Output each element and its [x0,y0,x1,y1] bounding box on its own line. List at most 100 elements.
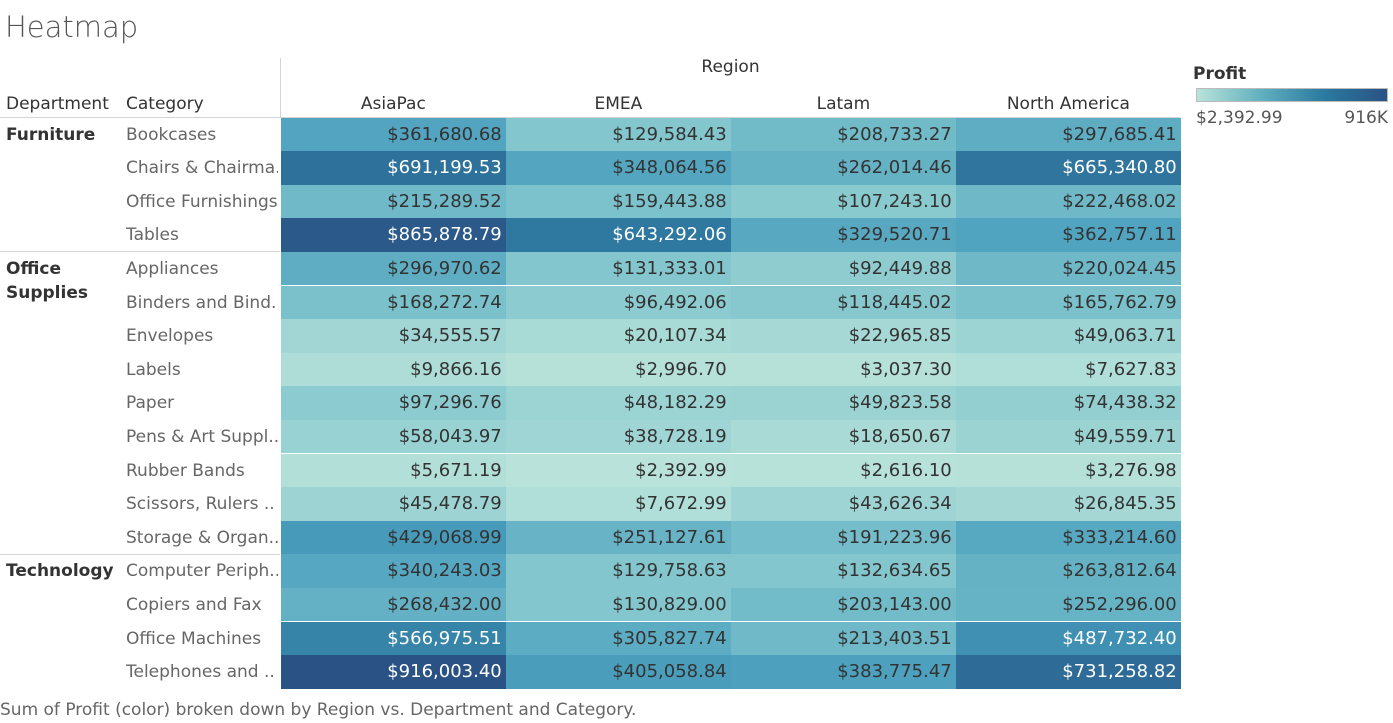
region-header: Region [701,57,760,77]
heatmap-cell[interactable]: $429,068.99 [281,520,506,555]
heatmap-cell[interactable]: $566,975.51 [281,621,506,656]
department-label: Furniture [6,124,96,145]
heatmap-cell[interactable]: $263,812.64 [956,554,1181,588]
heatmap-cell[interactable]: $2,996.70 [506,352,731,387]
heatmap-cell[interactable]: $18,650.67 [731,419,956,454]
category-label: Envelopes [126,326,214,347]
heatmap-cell[interactable]: $333,214.60 [956,520,1181,555]
heatmap-cell[interactable]: $9,866.16 [281,352,506,387]
heatmap-cell[interactable]: $34,555.57 [281,319,506,353]
category-header: Category [126,94,204,114]
category-label: Scissors, Rulers .. [126,494,275,515]
heatmap-cell[interactable]: $262,014.46 [731,151,956,185]
heatmap-cell[interactable]: $340,243.03 [281,554,506,588]
heatmap-cell[interactable]: $268,432.00 [281,587,506,622]
chart-caption: Sum of Profit (color) broken down by Reg… [0,700,637,720]
page-title: Heatmap [5,10,139,44]
category-label: Paper [126,393,175,414]
heatmap-cell[interactable]: $305,827.74 [506,621,731,656]
heatmap-cell[interactable]: $329,520.71 [731,218,956,252]
heatmap-cell[interactable]: $865,878.79 [281,218,506,252]
header-divider [280,58,281,118]
heatmap-cell[interactable]: $107,243.10 [731,184,956,219]
heatmap-cell[interactable]: $132,634.65 [731,554,956,588]
heatmap-cell[interactable]: $191,223.96 [731,520,956,555]
category-label: Labels [126,359,181,380]
heatmap-cell[interactable]: $43,626.34 [731,487,956,521]
heatmap-cell[interactable]: $213,403.51 [731,621,956,656]
heatmap-cell[interactable]: $3,037.30 [731,352,956,387]
heatmap-cell[interactable]: $251,127.61 [506,520,731,555]
category-label: Bookcases [126,124,217,145]
heatmap-cell[interactable]: $383,775.47 [731,655,956,689]
column-header-emea: EMEA [594,94,643,114]
heatmap-cell[interactable]: $118,445.02 [731,285,956,320]
heatmap-cell[interactable]: $49,823.58 [731,386,956,420]
heatmap-cell[interactable]: $26,845.35 [956,487,1181,521]
heatmap-cell[interactable]: $2,392.99 [506,453,731,488]
heatmap-cell[interactable]: $208,733.27 [731,117,956,152]
heatmap-cell[interactable]: $297,685.41 [956,117,1181,152]
legend-max-label: 916K [1344,108,1388,128]
category-label: Copiers and Fax [126,594,262,615]
heatmap-cell[interactable]: $731,258.82 [956,655,1181,689]
category-label: Office Machines [126,628,262,649]
category-label: Binders and Bind.. [126,292,278,313]
heatmap-cell[interactable]: $252,296.00 [956,587,1181,622]
heatmap-cell[interactable]: $49,063.71 [956,319,1181,353]
heatmap-cell[interactable]: $3,276.98 [956,453,1181,488]
category-label: Appliances [126,258,219,279]
heatmap-cell[interactable]: $168,272.74 [281,285,506,320]
heatmap-cell[interactable]: $362,757.11 [956,218,1181,252]
column-header-north-america: North America [1006,94,1130,114]
heatmap-cell[interactable]: $159,443.88 [506,184,731,219]
legend-min-label: $2,392.99 [1196,108,1283,128]
heatmap-cell[interactable]: $296,970.62 [281,251,506,286]
department-label: Office Supplies [6,258,88,303]
department-divider [0,553,280,555]
heatmap-cell[interactable]: $74,438.32 [956,386,1181,420]
heatmap-cell[interactable]: $916,003.40 [281,655,506,689]
category-label: Office Furnishings [126,191,278,212]
category-label: Rubber Bands [126,460,245,481]
heatmap-cell[interactable]: $215,289.52 [281,184,506,219]
heatmap-cell[interactable]: $22,965.85 [731,319,956,353]
heatmap-cell[interactable]: $58,043.97 [281,419,506,454]
heatmap-cell[interactable]: $7,672.99 [506,487,731,521]
category-label: Telephones and .. [126,662,275,683]
heatmap-cell[interactable]: $92,449.88 [731,251,956,286]
heatmap-cell[interactable]: $487,732.40 [956,621,1181,656]
heatmap-cell[interactable]: $2,616.10 [731,453,956,488]
heatmap-cell[interactable]: $129,758.63 [506,554,731,588]
department-label: Technology [6,561,114,582]
legend-color-bar [1196,88,1388,102]
heatmap-cell[interactable]: $129,584.43 [506,117,731,152]
heatmap-cell[interactable]: $45,478.79 [281,487,506,521]
heatmap-cell[interactable]: $220,024.45 [956,251,1181,286]
category-label: Pens & Art Suppl.. [126,426,278,447]
heatmap-cell[interactable]: $97,296.76 [281,386,506,420]
heatmap-cell[interactable]: $38,728.19 [506,419,731,454]
heatmap-cell[interactable]: $48,182.29 [506,386,731,420]
category-label: Chairs & Chairma.. [126,158,278,179]
heatmap-cell[interactable]: $20,107.34 [506,319,731,353]
heatmap-cell[interactable]: $361,680.68 [281,117,506,152]
category-label: Tables [126,225,179,246]
category-label: Storage & Organ.. [126,527,278,548]
heatmap-cell[interactable]: $130,829.00 [506,587,731,622]
heatmap-cell[interactable]: $165,762.79 [956,285,1181,320]
legend-title: Profit [1193,64,1247,84]
heatmap-cell[interactable]: $49,559.71 [956,419,1181,454]
column-header-latam: Latam [816,94,871,114]
heatmap-cell[interactable]: $643,292.06 [506,218,731,252]
heatmap-cell[interactable]: $665,340.80 [956,151,1181,185]
heatmap-cell[interactable]: $405,058.84 [506,655,731,689]
heatmap-cell[interactable]: $131,333.01 [506,251,731,286]
heatmap-cell[interactable]: $222,468.02 [956,184,1181,219]
heatmap-cell[interactable]: $691,199.53 [281,151,506,185]
heatmap-cell[interactable]: $7,627.83 [956,352,1181,387]
heatmap-cell[interactable]: $348,064.56 [506,151,731,185]
heatmap-cell[interactable]: $96,492.06 [506,285,731,320]
heatmap-cell[interactable]: $203,143.00 [731,587,956,622]
heatmap-cell[interactable]: $5,671.19 [281,453,506,488]
